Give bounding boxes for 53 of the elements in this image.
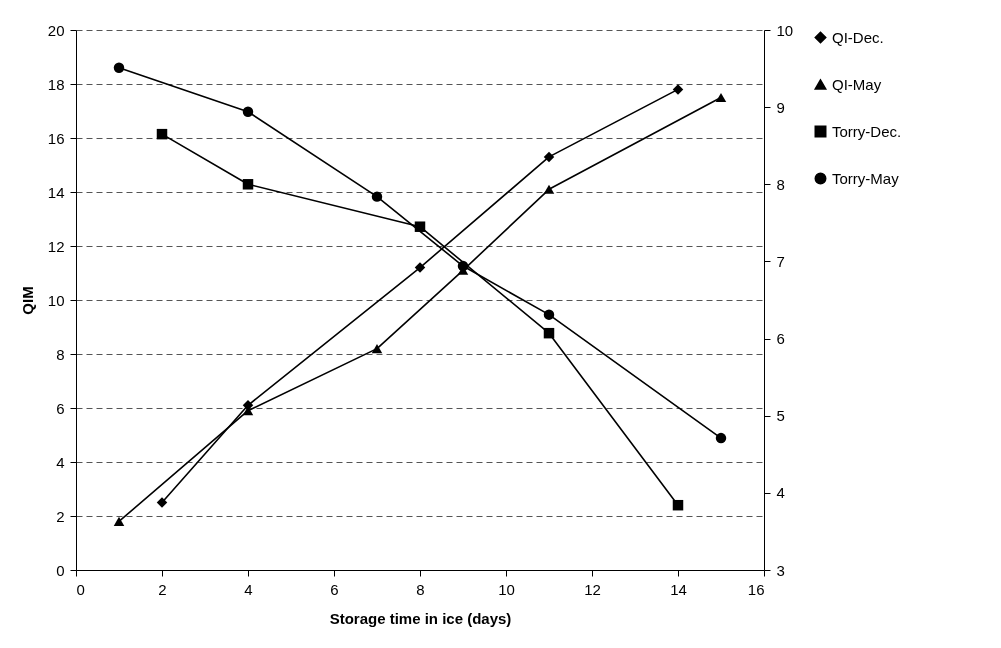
point: [414, 221, 426, 232]
y-tick-label: 16: [47, 129, 65, 147]
point: [543, 184, 555, 194]
point: [672, 84, 684, 95]
y2-tick-label: 8: [776, 175, 785, 193]
legend-label: QI-Dec.: [832, 28, 884, 46]
point: [242, 106, 254, 118]
y-tick-label: 6: [56, 399, 65, 417]
point: [113, 62, 125, 74]
x-tick-label: 2: [158, 580, 167, 598]
y2-tick-label: 3: [776, 561, 785, 579]
point: [543, 327, 555, 339]
point: [156, 497, 168, 508]
y-tick-label: 10: [47, 291, 65, 309]
x-tick-label: 8: [416, 580, 425, 598]
point: [457, 260, 469, 272]
legend-label: Torry-May: [832, 169, 900, 187]
y-tick-label: 8: [56, 345, 65, 363]
point: [672, 499, 684, 511]
point: [113, 516, 125, 526]
y2-tick-label: 10: [776, 21, 794, 39]
y-tick-label: 4: [56, 453, 65, 471]
y-tick-label: 0: [56, 561, 65, 579]
x-tick-label: 16: [747, 580, 765, 598]
y-tick-label: 12: [47, 237, 65, 255]
y-tick-label: 2: [56, 507, 65, 525]
x-tick-label: 0: [76, 580, 85, 598]
y-tick-label: 14: [47, 183, 65, 201]
y-tick-label: 20: [47, 21, 65, 39]
point: [371, 191, 383, 202]
point: [414, 262, 426, 273]
x-tick-label: 12: [584, 580, 601, 598]
legend-label: QI-May: [832, 75, 882, 93]
y2-tick-label: 5: [776, 407, 785, 425]
point: [543, 151, 555, 163]
point: [242, 179, 254, 190]
y2-tick-label: 4: [776, 484, 785, 502]
point: [371, 344, 383, 354]
y-axis-title: QIM: [18, 286, 36, 315]
point: [156, 128, 168, 140]
x-tick-label: 14: [670, 580, 687, 598]
point: [543, 309, 555, 320]
x-tick-label: 4: [244, 580, 253, 598]
point: [715, 92, 727, 103]
y2-tick-label: 9: [776, 98, 785, 116]
x-axis-title: Storage time in ice (days): [329, 609, 512, 627]
x-tick-label: 6: [330, 580, 339, 598]
y2-tick-label: 6: [776, 330, 785, 348]
legend-label: Torry-Dec.: [832, 122, 902, 140]
y2-tick-label: 7: [776, 252, 785, 270]
y-tick-label: 18: [47, 75, 65, 93]
point: [715, 432, 727, 444]
x-tick-label: 10: [498, 580, 515, 598]
